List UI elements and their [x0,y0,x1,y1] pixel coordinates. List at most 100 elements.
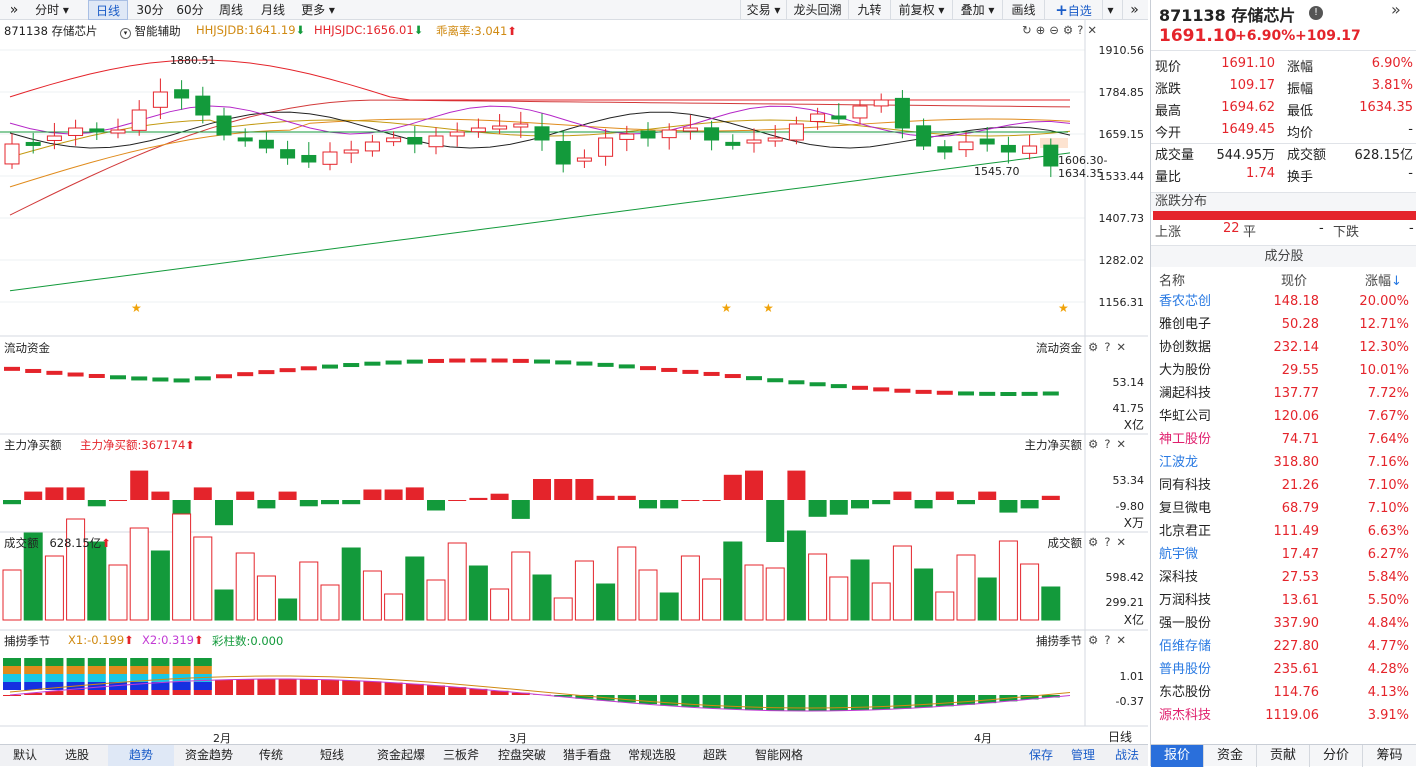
leader-review-button[interactable]: 龙头回溯 [786,0,848,20]
tab-smart-grid[interactable]: 智能网格 [746,745,812,766]
tab-fund-trend[interactable]: 资金趋势 [176,745,242,766]
flow-bar [237,372,253,376]
net-panel-tools[interactable]: ⚙?✕ [1088,437,1132,451]
period-60min[interactable]: 60分 [172,0,208,20]
settings-icon[interactable]: ⚙ [1063,23,1077,37]
col-price[interactable]: 现价 [1281,270,1307,289]
tab-price-dist[interactable]: 分价 [1310,745,1363,767]
catch-bar [851,695,869,710]
assist-toggle[interactable]: ▾ 智能辅助 [120,23,181,39]
volume-panel-tools[interactable]: ⚙?✕ [1088,535,1132,549]
volume-panel-title-right: 成交额 [1048,535,1083,551]
period-monthly[interactable]: 月线 [254,0,292,20]
catch-bar [957,695,975,705]
nine-turn-button[interactable]: 九转 [848,0,890,20]
net-bar [109,500,127,501]
tab-three-axes[interactable]: 三板斧 [436,745,486,766]
catch-panel-tools[interactable]: ⚙?✕ [1088,633,1132,647]
double-chevron-right-icon[interactable]: » [2,0,26,20]
period-daily[interactable]: 日线 [88,0,128,20]
help-icon[interactable]: ? [1104,633,1116,647]
tab-fund-ignite[interactable]: 资金起爆 [368,745,434,766]
help-icon[interactable]: ? [1104,437,1116,451]
settings-icon[interactable]: ⚙ [1088,437,1104,451]
tab-trend[interactable]: 趋势 [108,745,174,766]
chart-area[interactable]: ★★★★ 871138 存储芯片 ▾ 智能辅助 HHJSJDB:1641.19⬇… [0,20,1148,744]
help-icon[interactable]: ? [1077,23,1087,37]
tab-traditional[interactable]: 传统 [246,745,296,766]
flow-bar [640,366,656,370]
ma-line [10,100,1070,215]
period-minute[interactable]: 分时 ▾ [30,0,74,20]
chart-tools[interactable]: ↻⊕⊖⚙?✕ [1022,23,1101,37]
close-icon[interactable]: ✕ [1116,633,1132,647]
tab-hunter-view[interactable]: 猎手看盘 [556,745,618,766]
refresh-icon[interactable]: ↻ [1022,23,1036,37]
close-icon[interactable]: ✕ [1087,23,1101,37]
close-icon[interactable]: ✕ [1116,437,1132,451]
period-more[interactable]: 更多 ▾ [296,0,340,20]
col-name[interactable]: 名称 [1159,270,1185,289]
flow-panel-tools[interactable]: ⚙?✕ [1088,340,1132,354]
zoom-in-icon[interactable]: ⊕ [1036,23,1050,37]
tab-oversold[interactable]: 超跌 [688,745,742,766]
tab-contribution[interactable]: 贡献 [1257,745,1310,767]
tab-short-term[interactable]: 短线 [302,745,362,766]
overlay-button[interactable]: 叠加 ▾ [952,0,1002,20]
tab-control-breakout[interactable]: 控盘突破 [490,745,554,766]
close-icon[interactable]: ✕ [1116,535,1132,549]
tab-regular-pick[interactable]: 常规选股 [620,745,684,766]
period-weekly[interactable]: 周线 [212,0,250,20]
close-icon[interactable]: ✕ [1116,340,1132,354]
adjust-button[interactable]: 前复权 ▾ [890,0,952,20]
collapse-icon[interactable]: » [1391,0,1401,19]
flow-bar [343,363,359,367]
catch-x1: X1:-0.199⬆ [68,633,134,647]
strategy-button[interactable]: 战法 [1108,745,1146,766]
candle-body [938,147,952,152]
info-icon[interactable]: ! [1309,6,1323,20]
tab-chips[interactable]: 筹码 [1363,745,1416,767]
help-icon[interactable]: ? [1104,340,1116,354]
collapse-panel-icon[interactable]: » [1122,0,1146,20]
manage-button[interactable]: 管理 [1064,745,1102,766]
x-axis-period-button[interactable]: 日线 [1108,728,1132,745]
settings-icon[interactable]: ⚙ [1088,535,1104,549]
candle-body [832,116,846,119]
trade-button[interactable]: 交易 ▾ [740,0,786,20]
tab-quote[interactable]: 报价 [1151,745,1204,767]
settings-icon[interactable]: ⚙ [1088,340,1104,354]
tab-stock-pick[interactable]: 选股 [52,745,102,766]
chevron-down-icon[interactable]: ▾ [1102,0,1118,20]
settings-icon[interactable]: ⚙ [1088,633,1104,647]
tab-fund[interactable]: 资金 [1204,745,1257,767]
period-30min[interactable]: 30分 [132,0,168,20]
draw-button[interactable]: 画线 [1002,0,1044,20]
zoom-out-icon[interactable]: ⊖ [1049,23,1063,37]
save-button[interactable]: 保存 [1024,745,1058,766]
help-icon[interactable]: ? [1104,535,1116,549]
add-watchlist-button[interactable]: +自选 [1044,0,1102,20]
tab-default[interactable]: 默认 [2,745,48,766]
stat-value: 109.17 [1181,78,1275,93]
col-pct[interactable]: 涨幅↓ [1365,270,1402,289]
